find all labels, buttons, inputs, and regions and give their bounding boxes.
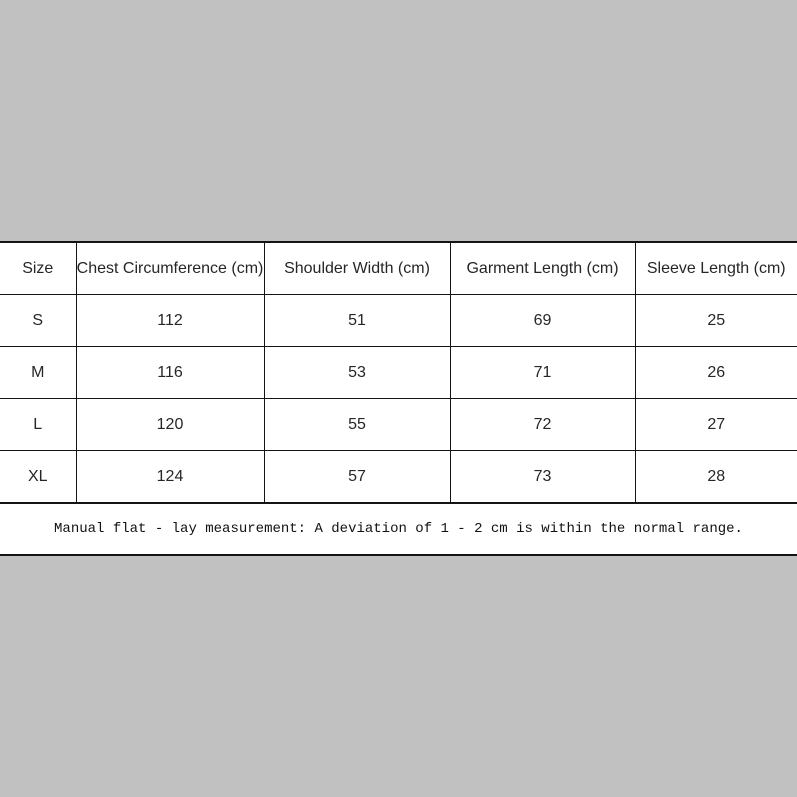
table-cell: 51 <box>263 294 451 347</box>
table-cell: 120 <box>75 398 265 451</box>
table-cell: XL <box>0 450 77 503</box>
measurement-note: Manual flat - lay measurement: A deviati… <box>0 503 797 554</box>
table-row-xl: XL 124 57 73 28 <box>0 450 797 503</box>
column-header-size: Size <box>0 243 77 295</box>
table-cell: 112 <box>75 294 265 347</box>
table-row-l: L 120 55 72 27 <box>0 398 797 451</box>
table-cell: 72 <box>449 398 636 451</box>
table-cell: 28 <box>634 450 797 503</box>
table-cell: 71 <box>449 346 636 399</box>
table-cell: M <box>0 346 77 399</box>
table-cell: S <box>0 294 77 347</box>
table-cell: 124 <box>75 450 265 503</box>
table-cell: 53 <box>263 346 451 399</box>
table-row-m: M 116 53 71 26 <box>0 346 797 399</box>
size-table: Size Chest Circumference (cm) Shoulder W… <box>0 243 797 503</box>
table-cell: 57 <box>263 450 451 503</box>
table-cell: 25 <box>634 294 797 347</box>
size-chart-sheet: Size Chest Circumference (cm) Shoulder W… <box>0 241 797 556</box>
table-cell: L <box>0 398 77 451</box>
table-cell: 55 <box>263 398 451 451</box>
table-cell: 26 <box>634 346 797 399</box>
column-header-sleeve-length: Sleeve Length (cm) <box>634 243 797 295</box>
column-header-garment-length: Garment Length (cm) <box>449 243 636 295</box>
header-row: Size Chest Circumference (cm) Shoulder W… <box>0 243 797 295</box>
table-cell: 27 <box>634 398 797 451</box>
table-cell: 116 <box>75 346 265 399</box>
column-header-shoulder-width: Shoulder Width (cm) <box>263 243 451 295</box>
table-cell: 73 <box>449 450 636 503</box>
table-cell: 69 <box>449 294 636 347</box>
column-header-chest-circumference: Chest Circumference (cm) <box>75 243 265 295</box>
table-row-s: S 112 51 69 25 <box>0 294 797 347</box>
